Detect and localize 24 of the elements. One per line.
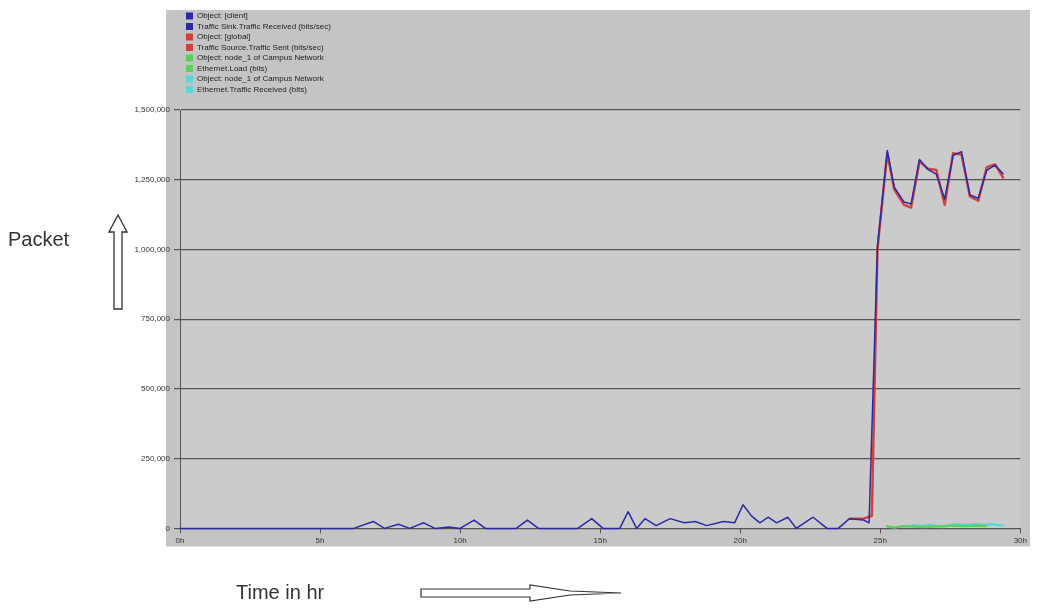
y-tick-label: 1,500,000	[134, 105, 171, 115]
y-tick-label: 750,000	[141, 314, 171, 324]
x-tick-label: 10h	[453, 536, 467, 546]
x-axis-title: Time in hr	[236, 580, 325, 603]
text: Object: node_1 of Campus Network	[197, 53, 325, 63]
legend-label: Traffic Source.Traffic Sent (bits/sec)	[197, 42, 325, 52]
x-tick-label: 20h	[733, 536, 747, 546]
x-tick-label: 15h	[593, 536, 607, 546]
y-tick-label: 500,000	[141, 384, 171, 394]
x-tick-label: 30h	[1013, 536, 1028, 546]
legend-label: Ethernet.Traffic Received (bits)	[197, 84, 308, 94]
y-tick-label: 1,250,000	[134, 174, 171, 184]
y-tick-label: 250,000	[141, 453, 171, 463]
text: Object: [global]	[197, 32, 251, 42]
legend-label: Ethernet.Load (bits)	[197, 63, 268, 73]
y-tick-label: 0	[165, 523, 171, 533]
x-tick-label: 25h	[873, 536, 887, 546]
y-tick-label: 1,000,000	[134, 244, 171, 254]
text: Object: node_1 of Campus Network	[197, 74, 325, 84]
x-tick-label: 5h	[315, 536, 325, 546]
x-tick-label: 0h	[175, 536, 185, 546]
text: Object: [client]	[197, 11, 248, 21]
y-axis-title: Packet	[8, 227, 70, 250]
legend-label: Traffic Sink.Traffic Received (bits/sec)	[197, 21, 332, 31]
